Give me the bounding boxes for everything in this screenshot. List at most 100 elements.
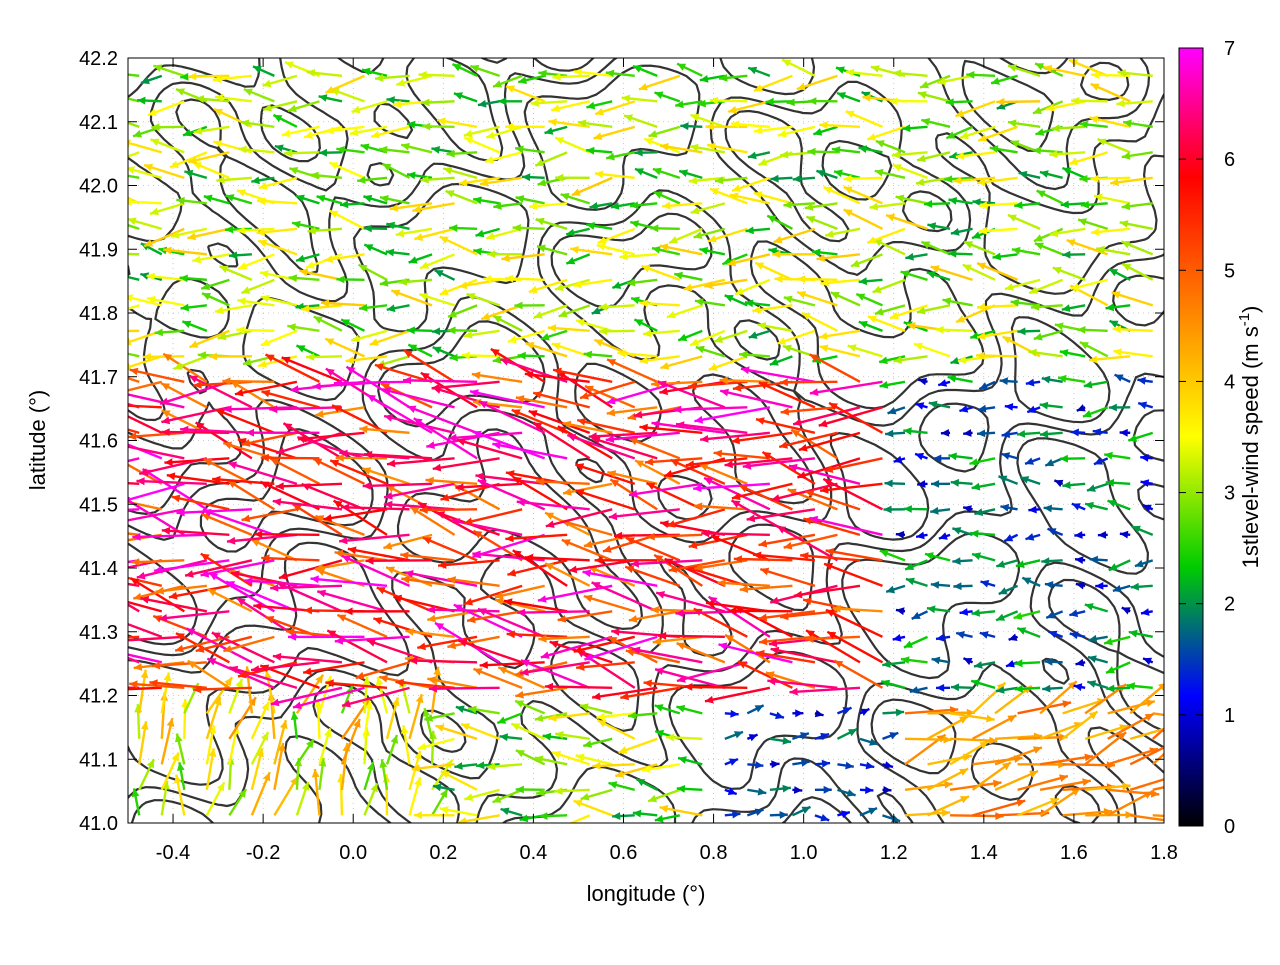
x-tick-label: -0.4 [156,842,190,864]
wind-arrow-head [1005,403,1013,411]
wind-arrow [905,253,927,261]
wind-arrow [409,254,432,263]
wind-arrow [903,427,927,435]
wind-arrow [1062,304,1085,312]
wind-arrow [608,781,634,790]
wind-arrow [307,69,342,77]
wind-arrow [882,660,905,668]
colorbar-tick-label: 7 [1224,38,1235,60]
wind-arrow-shaft [779,433,837,447]
wind-arrow-head [822,760,830,768]
wind-arrow [918,378,927,386]
wind-arrow-shaft [176,509,251,513]
wind-arrow-head [152,662,160,670]
wind-arrow-head [550,641,559,649]
wind-arrow-shaft [1130,774,1181,790]
colorbar-bar [1179,48,1203,826]
wind-arrow [257,197,297,205]
wind-arrow [258,240,297,255]
wind-arrow-head [110,389,119,397]
wind-arrow [270,459,319,484]
wind-arrow [1109,269,1130,280]
wind-arrow [541,331,567,341]
wind-arrow [1081,201,1108,209]
wind-arrow [1128,433,1152,442]
wind-arrow [1076,659,1086,667]
wind-arrow [1138,402,1153,410]
wind-arrow [747,788,766,796]
wind-arrow [966,71,995,79]
wind-arrow-head [749,331,758,339]
wind-arrow [633,810,657,818]
wind-arrow [274,777,297,816]
wind-arrow [109,347,140,356]
wind-arrow-shaft [705,688,770,702]
wind-arrow [1122,607,1131,614]
wind-arrow [939,532,950,539]
wind-arrow-head [124,294,133,302]
wind-arrow [574,800,613,815]
wind-arrow [948,375,973,383]
wind-arrow-head [793,175,801,183]
colorbar-tick-label: 2 [1224,594,1235,616]
wind-arrow-head [794,786,802,794]
wind-arrow [906,578,928,586]
wind-arrow-head [896,195,905,203]
wind-arrow [352,101,388,113]
wind-arrow-head [941,429,949,437]
wind-arrow-head [1062,251,1070,259]
wind-arrow [676,705,702,713]
x-tick-label: 0.8 [700,842,728,864]
wind-arrow-head [375,74,383,82]
wind-arrow [1122,152,1153,160]
wind-arrow [229,789,246,815]
wind-arrow [207,782,224,815]
wind-arrow-head [653,168,662,176]
wind-arrow-head [180,275,188,283]
wind-arrow-head [289,167,298,174]
wind-arrow [1014,659,1040,667]
wind-arrow-head [541,333,550,341]
wind-arrow [819,121,860,129]
wind-arrow-head [1062,700,1071,708]
wind-arrow [242,433,297,447]
wind-arrow-head [344,608,352,616]
wind-arrow-shaft [629,439,680,459]
wind-arrow [747,761,763,769]
wind-arrow [705,688,770,704]
wind-arrow [976,352,1018,360]
wind-arrow-head [952,527,961,534]
wind-arrow [1109,560,1130,570]
wind-arrow [619,739,658,754]
wind-arrow-head [1070,631,1079,639]
wind-arrow-head [1113,325,1121,333]
wind-arrow [1074,531,1085,539]
wind-arrow [727,254,769,266]
wind-arrow [128,432,184,440]
wind-arrow [558,611,613,622]
wind-arrow [1141,608,1153,616]
wind-arrow-head [612,812,620,820]
wind-arrow [257,228,297,236]
wind-arrow [936,684,950,692]
wind-arrow [577,650,635,688]
wind-arrow [969,458,995,466]
wind-arrow-head [1098,531,1106,539]
wind-arrow [105,152,139,165]
wind-arrow-head [364,225,372,233]
y-tick-label: 41.3 [79,622,118,644]
wind-arrow-head [886,586,895,594]
x-tick-label: 0.6 [610,842,638,864]
wind-arrow [109,92,139,101]
wind-arrow [435,270,455,280]
wind-arrow-head [1135,560,1144,568]
wind-arrow-head [306,353,314,361]
wind-arrow [279,560,342,579]
wind-arrow-shaft [109,349,140,356]
wind-arrow [767,216,792,229]
y-tick-label: 42.0 [79,176,118,198]
wind-arrow-head [67,470,76,478]
wind-arrow-head [706,123,714,131]
wind-arrow-shaft [261,458,320,459]
wind-arrow-head [319,94,328,102]
